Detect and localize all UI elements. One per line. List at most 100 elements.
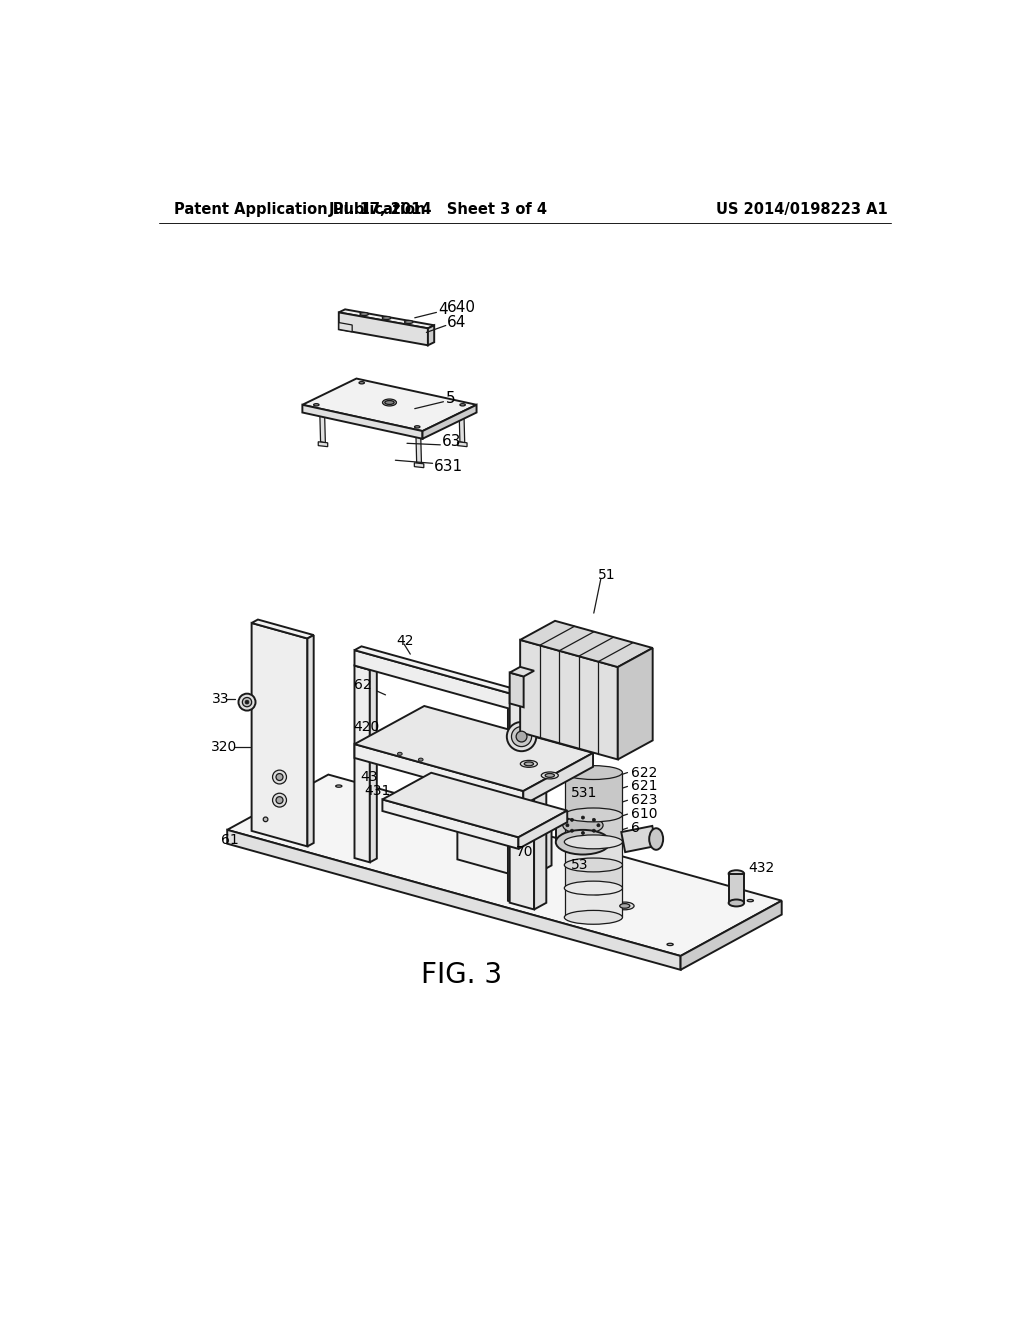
Ellipse shape [564,858,623,873]
Ellipse shape [245,700,249,704]
Polygon shape [318,442,328,446]
Text: 631: 631 [434,459,463,474]
Polygon shape [252,619,313,639]
Ellipse shape [564,882,623,895]
Ellipse shape [570,818,573,821]
Ellipse shape [360,313,369,315]
Ellipse shape [419,758,423,762]
Polygon shape [535,688,547,909]
Ellipse shape [385,400,394,404]
Polygon shape [510,667,535,676]
Ellipse shape [556,813,610,838]
Polygon shape [428,325,434,346]
Ellipse shape [397,752,402,755]
Text: 53: 53 [571,858,589,873]
Polygon shape [339,322,352,331]
Polygon shape [252,623,307,846]
Polygon shape [523,709,530,906]
Polygon shape [354,665,370,862]
Polygon shape [361,421,371,425]
Polygon shape [681,900,781,970]
Text: 4: 4 [438,302,447,317]
Polygon shape [458,817,527,879]
Ellipse shape [564,911,623,924]
Ellipse shape [415,426,420,428]
Polygon shape [523,693,530,713]
Polygon shape [527,824,552,879]
Ellipse shape [566,824,569,826]
Ellipse shape [588,888,606,896]
Ellipse shape [582,816,585,820]
Ellipse shape [243,697,252,706]
Ellipse shape [592,829,595,832]
Ellipse shape [582,832,585,834]
Text: 5: 5 [445,391,456,407]
Polygon shape [227,775,781,956]
Ellipse shape [255,829,262,832]
Ellipse shape [336,785,342,787]
Ellipse shape [564,808,623,822]
Polygon shape [508,709,523,906]
Ellipse shape [272,770,287,784]
Ellipse shape [516,731,527,742]
Ellipse shape [276,797,283,804]
Polygon shape [415,463,424,467]
Polygon shape [354,661,377,669]
Polygon shape [556,825,610,842]
Text: US 2014/0198223 A1: US 2014/0198223 A1 [717,202,888,218]
Polygon shape [508,705,530,713]
Ellipse shape [404,321,413,323]
Polygon shape [382,772,567,837]
Ellipse shape [511,726,531,747]
Ellipse shape [649,828,664,850]
Text: 432: 432 [748,861,774,875]
Polygon shape [564,865,622,888]
Ellipse shape [620,904,630,908]
Ellipse shape [592,818,595,821]
Polygon shape [518,810,567,849]
Ellipse shape [570,829,573,832]
Ellipse shape [383,399,396,407]
Ellipse shape [667,944,673,945]
Polygon shape [354,706,593,791]
Polygon shape [354,744,523,805]
Ellipse shape [272,793,287,807]
Polygon shape [423,405,476,438]
Text: 531: 531 [571,785,598,800]
Polygon shape [354,651,523,713]
Ellipse shape [520,760,538,767]
Ellipse shape [729,870,744,878]
Polygon shape [564,772,622,814]
Text: 33: 33 [212,692,229,706]
Polygon shape [302,379,476,432]
Text: FIG. 3: FIG. 3 [421,961,502,989]
Text: 70: 70 [516,845,534,859]
Ellipse shape [524,762,534,766]
Text: 62: 62 [354,678,372,692]
Ellipse shape [564,836,623,849]
Text: 610: 610 [631,807,657,821]
Polygon shape [370,667,377,862]
Polygon shape [617,648,652,759]
Text: 622: 622 [631,766,657,780]
Text: 640: 640 [447,300,476,314]
Polygon shape [622,826,656,853]
Ellipse shape [729,899,744,907]
Polygon shape [510,688,535,909]
Text: 621: 621 [631,779,657,793]
Ellipse shape [263,817,268,821]
Text: 43: 43 [360,771,378,784]
Polygon shape [302,405,423,438]
Text: 6: 6 [631,821,639,836]
Ellipse shape [313,404,319,407]
Text: 64: 64 [447,315,467,330]
Polygon shape [319,412,326,442]
Text: 61: 61 [221,833,239,847]
Polygon shape [416,433,422,463]
Ellipse shape [592,890,602,895]
Polygon shape [523,752,593,805]
Text: 320: 320 [211,741,238,754]
Ellipse shape [615,902,634,909]
Text: Patent Application Publication: Patent Application Publication [174,202,426,218]
Text: Jul. 17, 2014   Sheet 3 of 4: Jul. 17, 2014 Sheet 3 of 4 [329,202,548,218]
